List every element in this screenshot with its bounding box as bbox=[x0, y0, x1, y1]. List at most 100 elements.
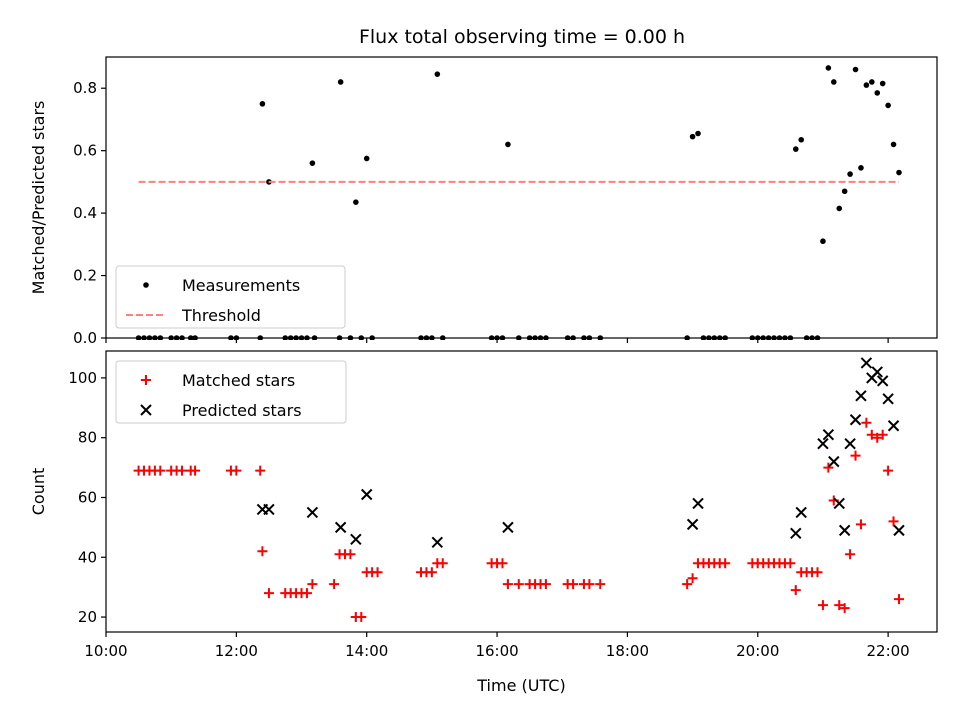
data-point bbox=[431, 536, 444, 549]
y-tick-label: 60 bbox=[78, 488, 97, 506]
data-point bbox=[360, 488, 373, 501]
data-point bbox=[885, 102, 891, 109]
data-point bbox=[847, 171, 853, 177]
y-tick-label: 0.6 bbox=[73, 142, 97, 160]
series-0 bbox=[135, 65, 902, 340]
y-tick-label: 0.0 bbox=[73, 329, 97, 347]
data-point bbox=[882, 393, 894, 405]
data-point bbox=[568, 579, 579, 590]
legend: Measurements Threshold bbox=[115, 265, 346, 329]
series-0 bbox=[133, 417, 904, 623]
legend-label: Matched stars bbox=[182, 371, 295, 390]
data-point bbox=[874, 90, 881, 96]
data-point bbox=[692, 497, 704, 510]
data-point bbox=[883, 465, 894, 476]
data-point bbox=[259, 101, 266, 107]
y-tick-label: 0.4 bbox=[73, 204, 97, 222]
data-point bbox=[682, 579, 693, 590]
data-point bbox=[231, 465, 242, 476]
data-point bbox=[890, 141, 897, 148]
data-point bbox=[795, 506, 807, 519]
data-point bbox=[831, 79, 837, 85]
data-point bbox=[689, 133, 696, 140]
data-point bbox=[828, 455, 840, 468]
data-point bbox=[860, 357, 873, 369]
data-point bbox=[792, 146, 799, 152]
data-point bbox=[434, 71, 441, 77]
data-point bbox=[686, 518, 699, 531]
x-axis-label: Time (UTC) bbox=[476, 676, 565, 695]
data-point bbox=[584, 579, 595, 590]
data-point bbox=[309, 160, 316, 166]
y-tick-label: 100 bbox=[68, 369, 97, 387]
data-point bbox=[363, 155, 370, 162]
data-point bbox=[263, 588, 274, 599]
legend-marker bbox=[141, 375, 151, 385]
data-point bbox=[877, 429, 888, 440]
data-point bbox=[502, 521, 514, 534]
data-point bbox=[834, 600, 845, 611]
data-point bbox=[595, 579, 606, 590]
data-point bbox=[836, 205, 843, 212]
data-point bbox=[817, 437, 829, 450]
data-point bbox=[817, 600, 828, 611]
data-point bbox=[505, 141, 511, 148]
data-point bbox=[838, 524, 851, 537]
x-tick-label: 10:00 bbox=[84, 642, 127, 660]
data-point bbox=[372, 567, 383, 578]
data-point bbox=[790, 527, 802, 540]
x-tick-label: 22:00 bbox=[867, 642, 910, 660]
y-tick-label: 20 bbox=[78, 608, 97, 626]
data-point bbox=[839, 603, 850, 614]
legend-label: Measurements bbox=[182, 276, 300, 295]
y-tick-label: 80 bbox=[78, 429, 97, 447]
data-point bbox=[437, 558, 448, 569]
data-point bbox=[887, 420, 900, 432]
data-point bbox=[893, 594, 904, 605]
legend-marker bbox=[140, 404, 152, 416]
data-point bbox=[825, 65, 832, 71]
y-tick-label: 0.2 bbox=[73, 267, 97, 285]
data-point bbox=[879, 80, 886, 87]
y-tick-label: 40 bbox=[78, 548, 97, 566]
data-point bbox=[823, 462, 834, 473]
data-point bbox=[257, 546, 268, 557]
data-point bbox=[540, 579, 551, 590]
x-tick-label: 20:00 bbox=[736, 642, 779, 660]
data-point bbox=[497, 558, 508, 569]
data-point bbox=[850, 450, 861, 461]
data-point bbox=[855, 519, 866, 530]
data-point bbox=[350, 533, 362, 546]
data-point bbox=[307, 579, 318, 590]
data-point bbox=[345, 549, 356, 560]
legend-label: Predicted stars bbox=[182, 401, 302, 420]
data-point bbox=[353, 199, 359, 205]
plot-area bbox=[135, 65, 902, 340]
data-point bbox=[190, 465, 201, 476]
data-point bbox=[695, 130, 701, 137]
data-point bbox=[301, 588, 312, 599]
axes-frame bbox=[105, 56, 938, 339]
data-point bbox=[833, 497, 845, 510]
y-axis-label: Count bbox=[29, 468, 48, 516]
data-point bbox=[263, 503, 275, 516]
legend: Matched stars Predicted stars bbox=[115, 360, 347, 424]
data-point bbox=[869, 79, 875, 85]
series-1 bbox=[256, 357, 905, 549]
data-point bbox=[841, 188, 848, 195]
data-point bbox=[844, 437, 856, 450]
x-tick-label: 16:00 bbox=[475, 642, 518, 660]
data-point bbox=[334, 521, 347, 534]
data-point bbox=[888, 516, 899, 527]
data-point bbox=[785, 558, 796, 569]
data-point bbox=[798, 136, 805, 143]
x-tick-label: 12:00 bbox=[215, 642, 258, 660]
data-point bbox=[872, 432, 883, 443]
figure-title: Flux total observing time = 0.00 h bbox=[359, 26, 685, 48]
y-axis-label: Matched/Predicted stars bbox=[29, 101, 48, 295]
data-point bbox=[812, 567, 823, 578]
legend-marker bbox=[143, 282, 149, 288]
data-point bbox=[720, 558, 731, 569]
data-point bbox=[255, 465, 266, 476]
